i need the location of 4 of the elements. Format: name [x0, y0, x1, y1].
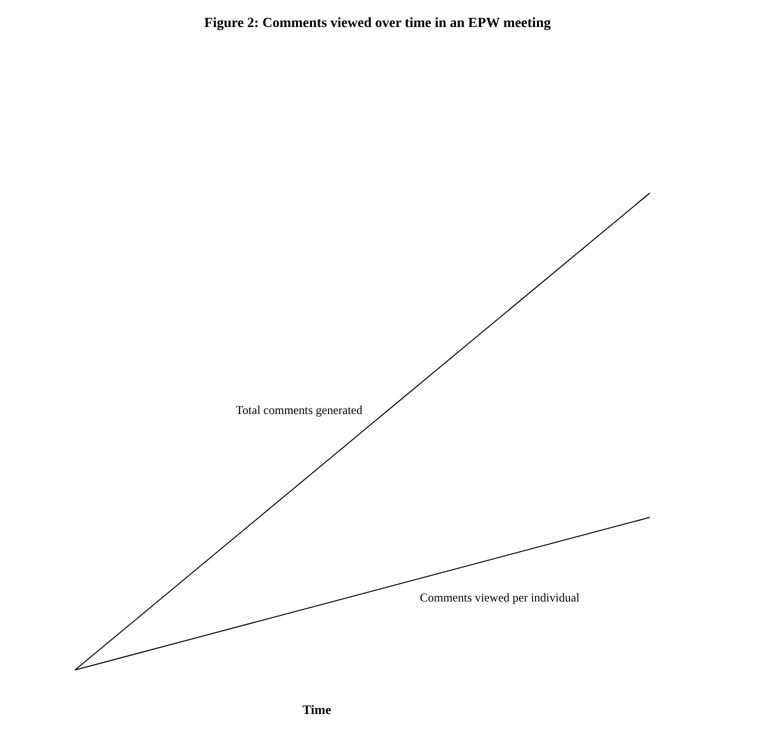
x-axis-title: Time: [302, 702, 332, 717]
series-label: Total comments generated: [236, 403, 362, 418]
chart-title: Figure 2: Comments viewed over time in an EPW meeting: [204, 16, 551, 31]
series-label: Comments viewed per individual: [420, 590, 580, 605]
